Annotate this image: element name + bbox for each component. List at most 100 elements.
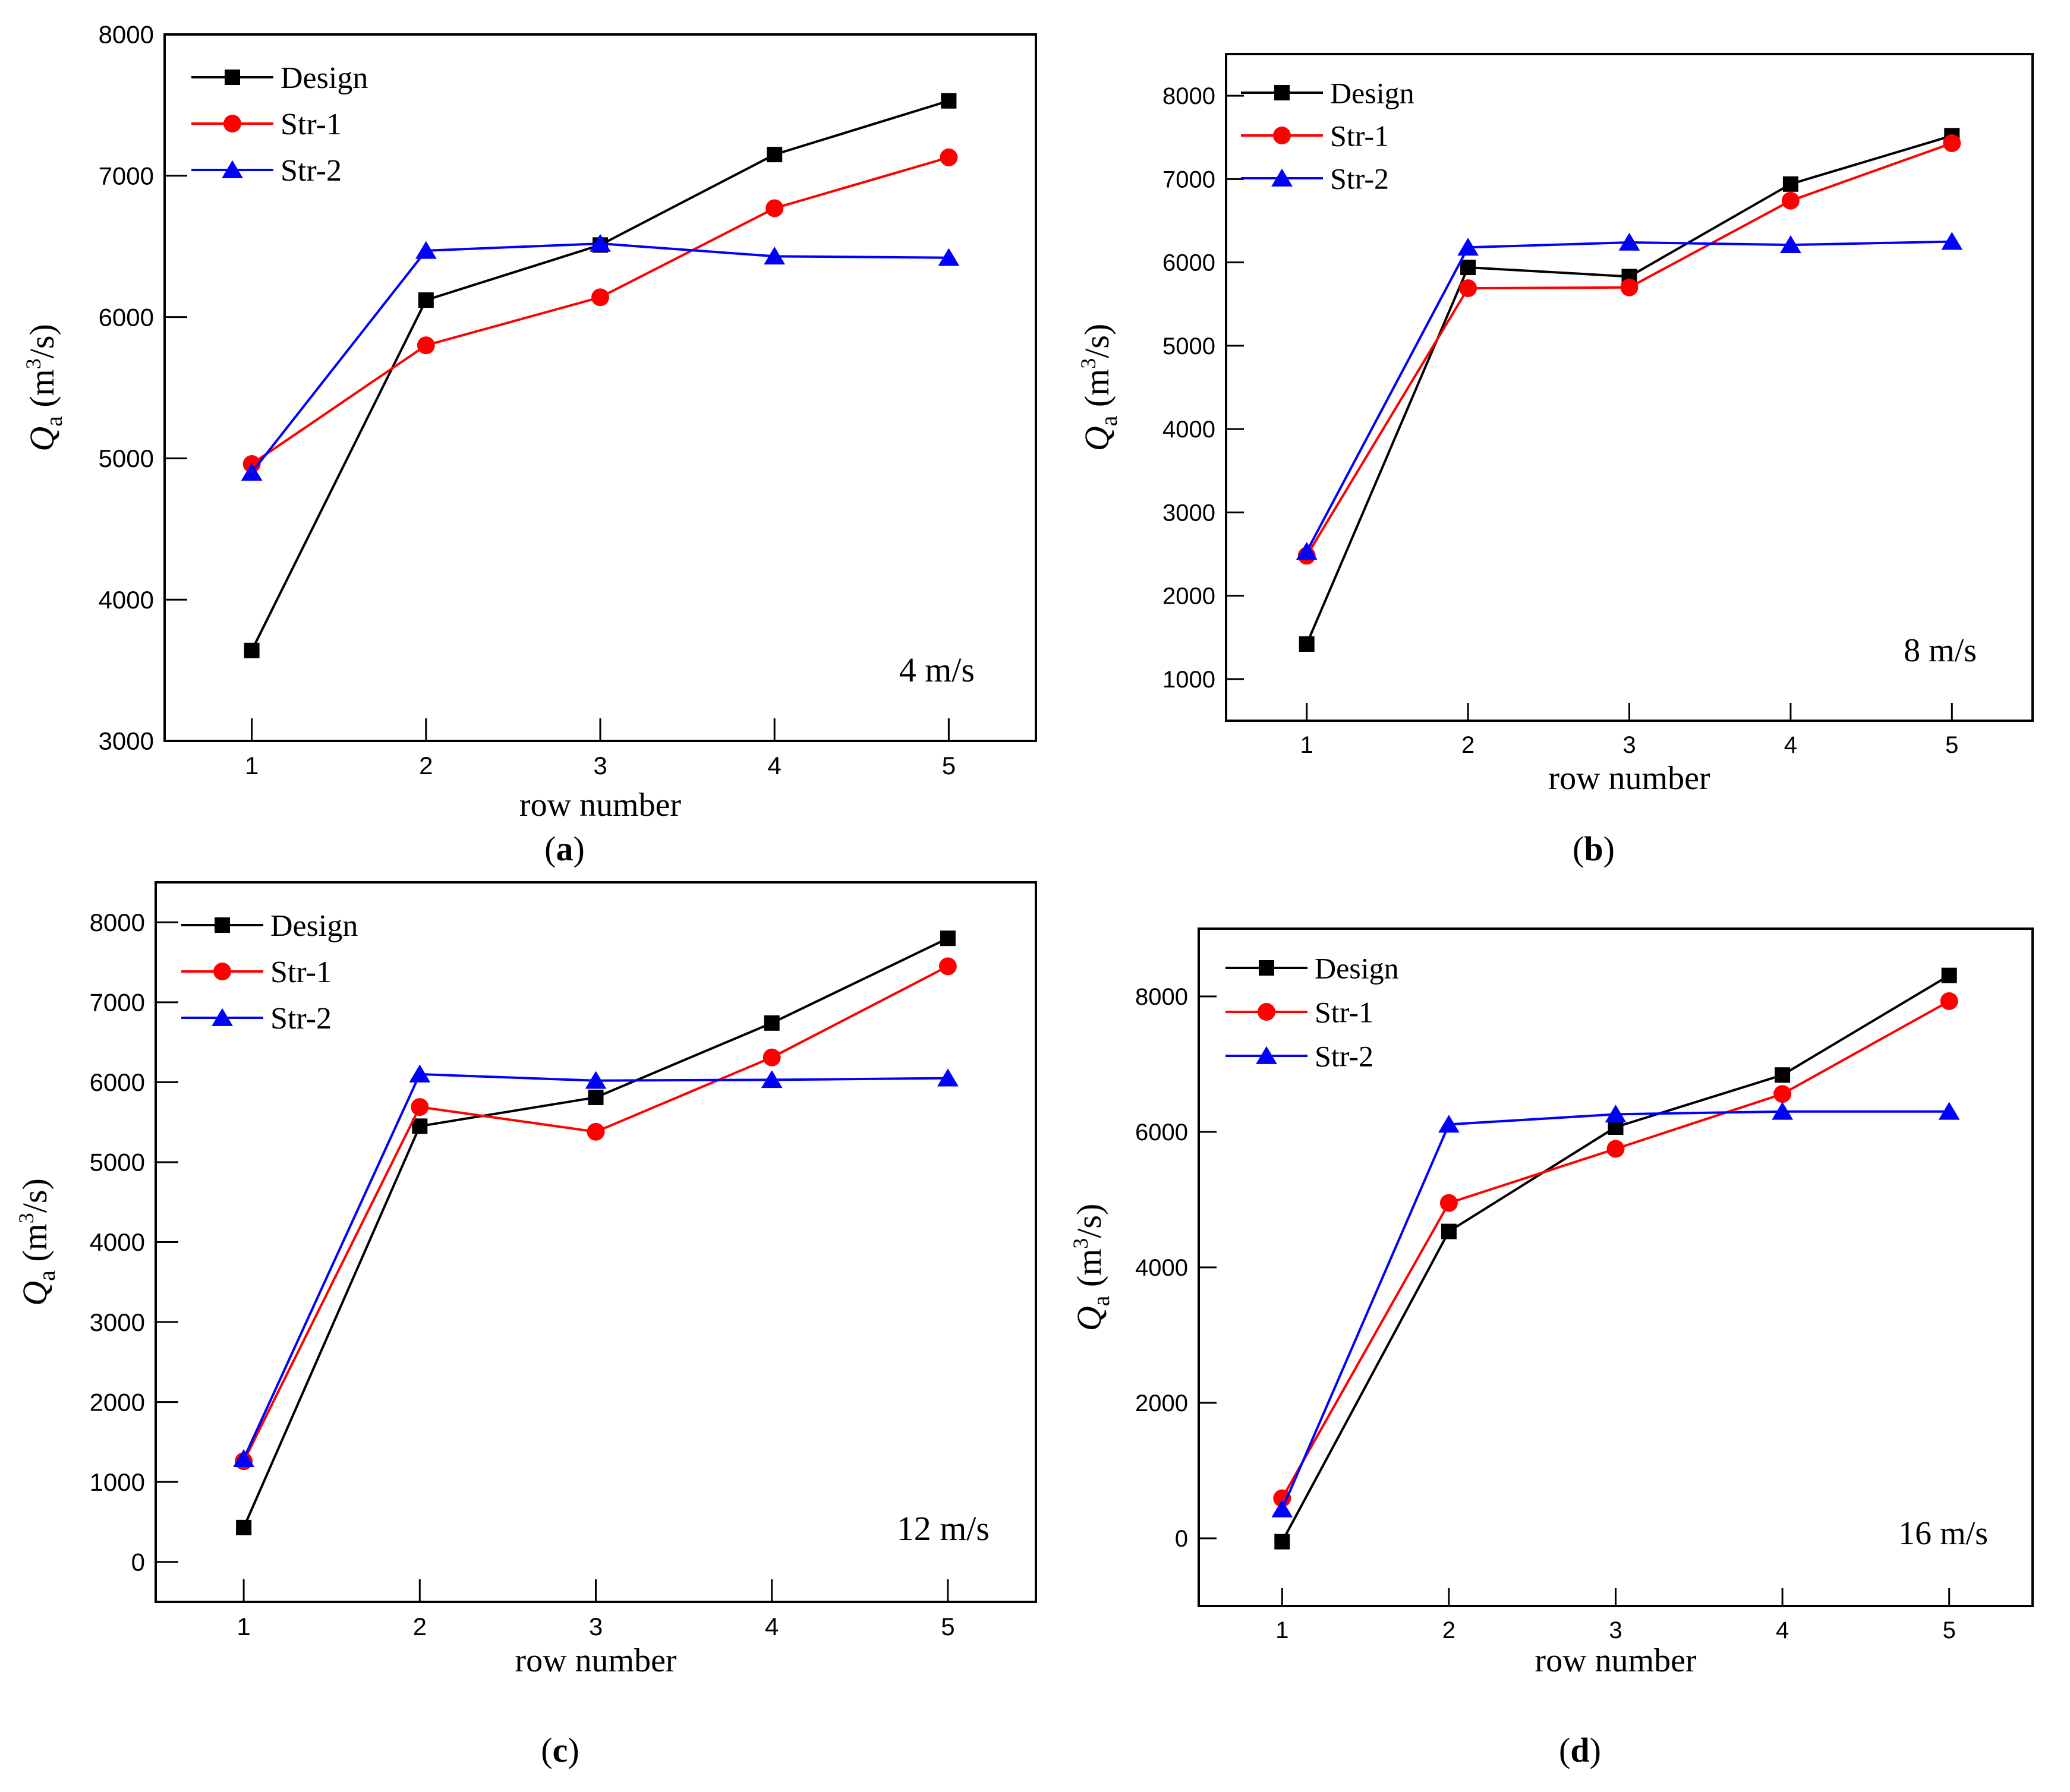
data-point-str-2 bbox=[409, 1064, 431, 1083]
x-tick-label: 3 bbox=[1609, 1617, 1622, 1643]
x-axis-label: row number bbox=[519, 787, 682, 824]
x-tick-label: 5 bbox=[1945, 732, 1958, 758]
data-point-design bbox=[1460, 260, 1476, 276]
data-point-str-2 bbox=[233, 1449, 254, 1467]
y-tick-label: 1000 bbox=[90, 1468, 145, 1496]
y-tick-label: 6000 bbox=[1162, 250, 1215, 276]
data-point-design bbox=[941, 93, 957, 109]
y-tick-label: 6000 bbox=[1135, 1119, 1188, 1146]
data-point-str-2 bbox=[1271, 1499, 1293, 1517]
x-tick-label: 1 bbox=[245, 752, 259, 780]
data-point-str-2 bbox=[590, 234, 611, 252]
data-point-str-2 bbox=[1618, 232, 1640, 251]
data-point-str-2 bbox=[585, 1071, 607, 1089]
data-point-str-2 bbox=[761, 1070, 783, 1089]
data-point-design bbox=[1941, 967, 1957, 983]
x-tick-label: 1 bbox=[1300, 732, 1313, 758]
legend-marker-str-2 bbox=[212, 1008, 233, 1026]
x-tick-label: 2 bbox=[413, 1613, 427, 1640]
y-tick-label: 2000 bbox=[1162, 583, 1215, 610]
y-tick-label: 3000 bbox=[99, 727, 154, 755]
data-point-str-2 bbox=[1605, 1105, 1627, 1123]
data-point-design bbox=[1274, 1534, 1290, 1550]
x-tick-label: 3 bbox=[589, 1613, 603, 1640]
data-point-design bbox=[1775, 1067, 1791, 1083]
legend-label-str-1: Str-1 bbox=[281, 108, 342, 141]
data-point-str-1 bbox=[938, 957, 957, 976]
panel-label: (c) bbox=[541, 1731, 579, 1769]
y-axis-label: Qa (m3/s) bbox=[14, 1178, 60, 1306]
data-point-design bbox=[418, 292, 434, 308]
y-tick-label: 6000 bbox=[99, 303, 154, 331]
data-point-str-1 bbox=[765, 199, 784, 217]
data-point-str-1 bbox=[940, 148, 958, 166]
y-tick-label: 3000 bbox=[90, 1308, 145, 1336]
y-tick-label: 8000 bbox=[1162, 83, 1215, 109]
data-point-design bbox=[764, 1015, 780, 1031]
legend-label-design: Design bbox=[270, 909, 358, 943]
chart-panel-b: 1000 2000 3000 4000 5000 6000 7000 8000 1 2 3 4 5 row… bbox=[1076, 53, 2034, 868]
data-point-str-1 bbox=[1439, 1194, 1458, 1212]
legend-label-str-1: Str-1 bbox=[270, 955, 332, 989]
data-point-design bbox=[244, 642, 260, 658]
x-axis-label: row number bbox=[515, 1642, 677, 1679]
legend-label-design: Design bbox=[1330, 77, 1414, 110]
legend-marker-str-1 bbox=[1258, 1003, 1275, 1021]
y-tick-label: 5000 bbox=[1162, 333, 1215, 359]
data-point-str-2 bbox=[1941, 232, 1963, 250]
legend-marker-design bbox=[215, 917, 230, 933]
data-point-str-1 bbox=[1773, 1085, 1792, 1103]
data-point-str-2 bbox=[1457, 238, 1479, 256]
x-axis-label: row number bbox=[1535, 1642, 1697, 1679]
data-point-str-1 bbox=[763, 1048, 781, 1067]
y-axis-label: Qa (m3/s) bbox=[21, 324, 67, 452]
data-point-str-2 bbox=[1296, 542, 1318, 560]
speed-annotation: 4 m/s bbox=[899, 651, 975, 689]
data-point-design bbox=[412, 1118, 428, 1134]
data-point-str-1 bbox=[1606, 1140, 1625, 1158]
data-point-str-1 bbox=[1620, 278, 1639, 296]
y-tick-label: 3000 bbox=[1162, 500, 1215, 526]
x-tick-label: 4 bbox=[1776, 1617, 1789, 1643]
legend-label-str-2: Str-2 bbox=[1315, 1040, 1373, 1073]
legend-label-design: Design bbox=[281, 61, 368, 95]
y-tick-label: 8000 bbox=[1135, 984, 1188, 1010]
legend-label-str-2: Str-2 bbox=[281, 154, 342, 188]
x-tick-label: 5 bbox=[942, 752, 956, 780]
data-point-design bbox=[1299, 636, 1315, 652]
y-tick-label: 7000 bbox=[1162, 166, 1215, 193]
x-tick-label: 5 bbox=[941, 1613, 954, 1640]
legend-marker-design bbox=[1274, 85, 1290, 100]
legend-marker-str-2 bbox=[1271, 168, 1293, 187]
data-point-str-2 bbox=[415, 241, 437, 259]
y-tick-label: 5000 bbox=[99, 444, 154, 472]
x-tick-label: 3 bbox=[593, 752, 607, 780]
legend-marker-str-2 bbox=[222, 160, 243, 178]
x-tick-label: 2 bbox=[1442, 1617, 1455, 1643]
x-tick-label: 3 bbox=[1622, 732, 1636, 758]
data-point-str-1 bbox=[417, 336, 435, 355]
y-tick-label: 4000 bbox=[1162, 417, 1215, 443]
data-point-design bbox=[767, 147, 783, 163]
y-tick-label: 8000 bbox=[90, 908, 145, 936]
y-tick-label: 4000 bbox=[90, 1228, 145, 1256]
legend-marker-str-1 bbox=[1273, 127, 1291, 144]
y-tick-label: 7000 bbox=[90, 989, 145, 1017]
data-point-design bbox=[236, 1519, 252, 1535]
data-point-str-1 bbox=[1781, 191, 1800, 210]
data-point-str-1 bbox=[411, 1098, 429, 1116]
data-point-str-2 bbox=[241, 462, 263, 481]
y-axis-label: Qa (m3/s) bbox=[1069, 1204, 1114, 1332]
y-tick-label: 8000 bbox=[99, 21, 154, 49]
data-point-str-1 bbox=[1273, 1489, 1291, 1507]
legend-label-design: Design bbox=[1315, 952, 1399, 985]
y-tick-label: 0 bbox=[131, 1548, 145, 1576]
legend-marker-design bbox=[225, 70, 240, 85]
x-tick-label: 2 bbox=[419, 752, 433, 780]
chart-panel-a: 3000 4000 5000 6000 7000 8000 1 2 3 4 5 row number Q… bbox=[21, 21, 1037, 868]
data-point-str-1 bbox=[1940, 992, 1958, 1010]
y-tick-label: 4000 bbox=[1135, 1255, 1188, 1281]
x-tick-label: 1 bbox=[1275, 1617, 1288, 1643]
data-point-str-2 bbox=[1780, 235, 1801, 253]
